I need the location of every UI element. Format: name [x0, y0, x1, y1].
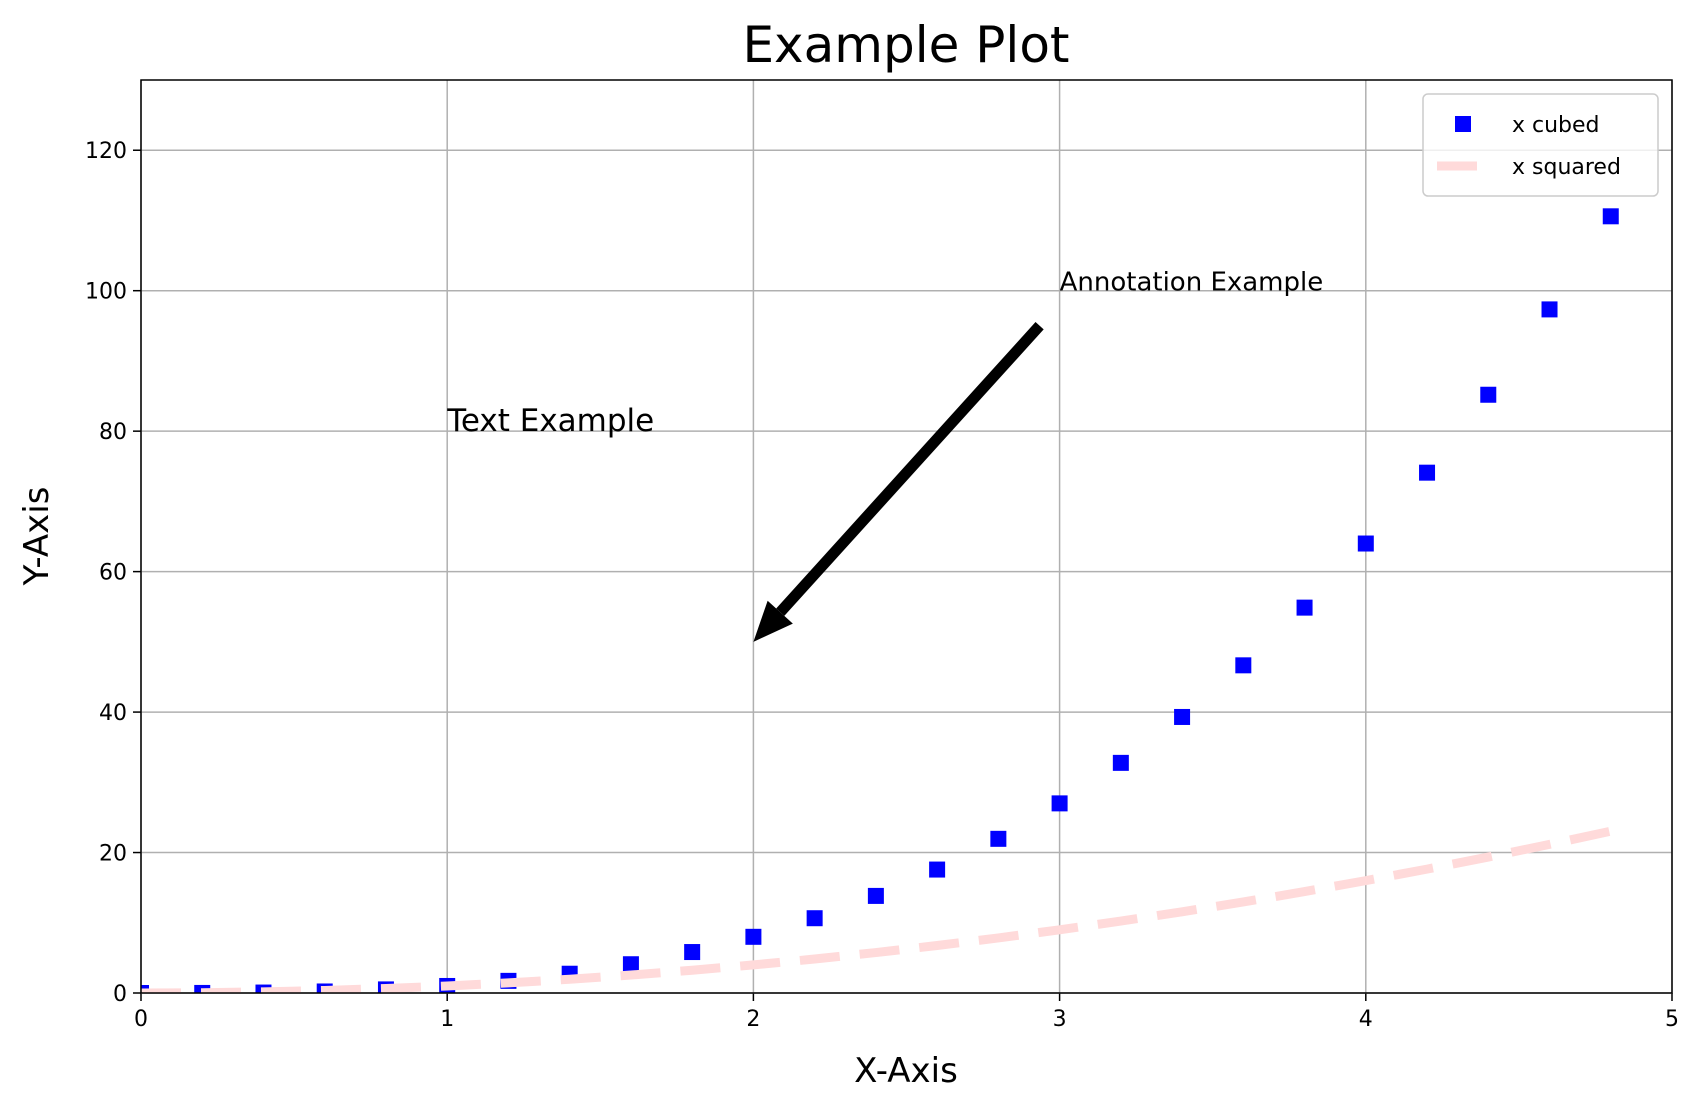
- x-tick-label: 3: [1053, 1007, 1067, 1032]
- arrow-head: [753, 600, 793, 642]
- marker: [1296, 599, 1313, 616]
- series-line: [141, 826, 1612, 993]
- marker: [1051, 795, 1068, 812]
- plot-area: [141, 208, 1619, 993]
- y-tick-label: 0: [113, 982, 127, 1007]
- y-tick-label: 80: [99, 420, 127, 445]
- chart-title: Example Plot: [742, 16, 1069, 74]
- marker: [1480, 386, 1497, 403]
- legend-label: x squared: [1512, 155, 1621, 180]
- marker: [1541, 301, 1558, 318]
- annotation: Text Example: [446, 403, 654, 439]
- marker: [745, 928, 762, 945]
- x-tick-label: 0: [134, 1007, 148, 1032]
- y-tick-label: 60: [99, 561, 127, 586]
- y-tick-label: 100: [85, 280, 127, 305]
- annotation: Annotation Example: [1060, 268, 1324, 298]
- annotation-arrow: [776, 322, 1044, 616]
- marker: [684, 944, 701, 961]
- marker: [806, 910, 823, 927]
- marker: [1174, 708, 1191, 725]
- marker: [990, 830, 1007, 847]
- x-tick-label: 4: [1359, 1007, 1373, 1032]
- legend-swatch: [1455, 116, 1471, 132]
- marker: [1419, 464, 1436, 481]
- y-axis-label: Y-Axis: [17, 487, 57, 587]
- y-tick-label: 20: [99, 842, 127, 867]
- legend-label: x cubed: [1512, 113, 1600, 138]
- y-tick-label: 120: [85, 139, 127, 164]
- marker: [1357, 535, 1374, 552]
- legend-box: [1422, 93, 1659, 197]
- marker: [1112, 754, 1129, 771]
- x-tick-label: 5: [1665, 1007, 1679, 1032]
- marker: [867, 887, 884, 904]
- marker: [1602, 208, 1619, 225]
- x-tick-label: 1: [440, 1007, 454, 1032]
- marker: [622, 956, 639, 973]
- plot-frame: [140, 79, 1673, 994]
- marker: [1235, 657, 1252, 674]
- x-axis-label: X-Axis: [854, 1051, 958, 1091]
- x-tick-label: 2: [746, 1007, 760, 1032]
- y-tick-label: 40: [99, 701, 127, 726]
- marker: [929, 861, 946, 878]
